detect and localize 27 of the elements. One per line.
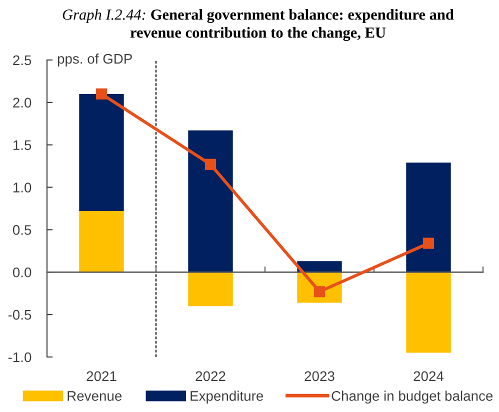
y-tick-label: -0.5 bbox=[8, 310, 32, 320]
y-tick-label: -1.0 bbox=[8, 352, 32, 362]
y-tick-label: 0.5 bbox=[12, 225, 32, 235]
legend-label: Expenditure bbox=[190, 390, 264, 404]
bar bbox=[79, 94, 124, 212]
bar bbox=[188, 130, 233, 272]
bar bbox=[406, 272, 451, 353]
bar bbox=[79, 211, 124, 272]
legend-label: Revenue bbox=[68, 391, 122, 401]
chart-title: Graph I.2.44: General government balance: expenditure and revenue contribution to the change, EU bbox=[62, 9, 454, 41]
point bbox=[422, 238, 434, 249]
legend-label: Change in budget balance bbox=[332, 390, 493, 404]
bar bbox=[188, 272, 233, 306]
x-tick-label: 2021 bbox=[86, 371, 116, 382]
y-tick-label: 2.5 bbox=[13, 55, 32, 66]
point bbox=[204, 158, 216, 170]
y-axis-title: pps. of GDP bbox=[58, 54, 132, 66]
y-tick-label: 0.0 bbox=[12, 267, 32, 278]
y-tick-label: 2.0 bbox=[13, 98, 32, 108]
x-tick-label: 2022 bbox=[196, 371, 226, 382]
bar bbox=[406, 162, 451, 272]
y-tick-label: 1.0 bbox=[13, 182, 32, 192]
y-tick-label: 1.5 bbox=[13, 140, 32, 150]
bar bbox=[297, 261, 342, 272]
x-tick-label: 2023 bbox=[304, 371, 334, 382]
point bbox=[96, 88, 108, 100]
x-tick-label: 2024 bbox=[414, 371, 444, 382]
